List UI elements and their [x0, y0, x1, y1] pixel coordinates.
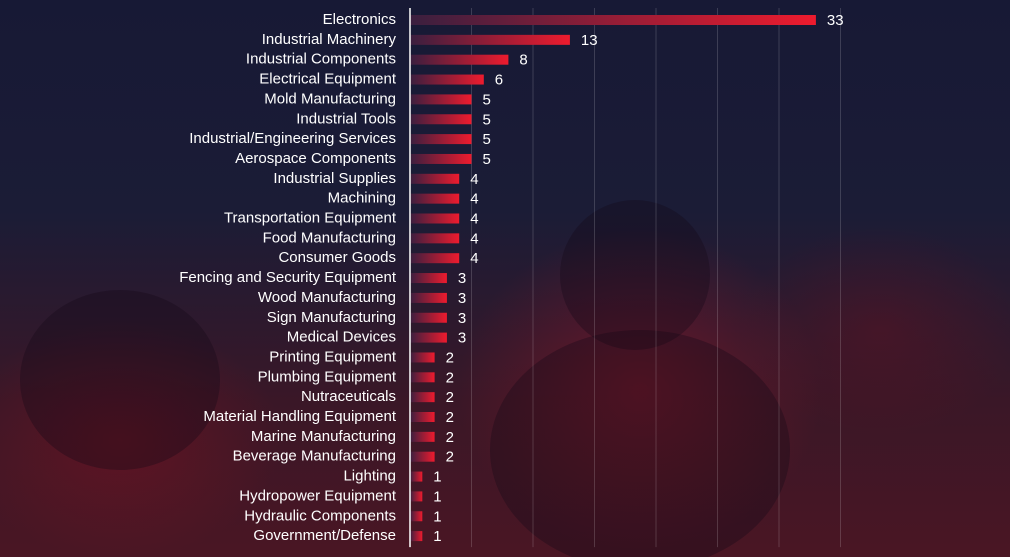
bar: [410, 134, 472, 145]
value-label: 2: [446, 369, 454, 386]
value-label: 8: [519, 52, 527, 69]
category-label: Medical Devices: [287, 329, 396, 346]
bar: [410, 392, 435, 403]
category-label: Beverage Manufacturing: [233, 448, 396, 465]
category-label: Electrical Equipment: [259, 71, 397, 88]
category-label: Industrial Components: [246, 51, 396, 68]
category-label: Government/Defense: [253, 527, 396, 544]
value-label: 4: [470, 211, 478, 228]
bar: [410, 34, 570, 45]
value-label: 5: [483, 111, 491, 128]
category-label: Machining: [328, 190, 396, 207]
category-label: Material Handling Equipment: [203, 408, 396, 425]
value-label: 5: [483, 151, 491, 168]
value-label: 13: [581, 32, 598, 49]
bar: [410, 431, 435, 442]
bar: [410, 412, 435, 422]
category-label: Industrial/Engineering Services: [189, 130, 396, 147]
category-label: Electronics: [323, 11, 396, 28]
value-label: 1: [433, 528, 441, 545]
bar: [410, 213, 460, 224]
bar: [410, 153, 472, 164]
bar: [410, 114, 472, 125]
value-label: 1: [433, 488, 441, 505]
value-label: 5: [483, 131, 491, 148]
category-label: Lighting: [343, 468, 396, 485]
bar: [410, 74, 484, 85]
grid-lines: [471, 8, 841, 548]
bar: [410, 193, 460, 204]
category-label: Aerospace Components: [235, 150, 396, 167]
bar: [410, 273, 447, 284]
bar: [410, 54, 509, 65]
category-label: Food Manufacturing: [263, 229, 396, 246]
bar: [410, 491, 423, 502]
category-label: Fencing and Security Equipment: [179, 269, 397, 286]
bar: [410, 451, 435, 462]
value-label: 1: [433, 508, 441, 525]
bar: [410, 253, 460, 264]
value-label: 3: [458, 330, 466, 347]
category-label: Industrial Machinery: [262, 31, 397, 48]
bar: [410, 94, 472, 105]
value-label: 2: [446, 449, 454, 466]
bars: [410, 15, 816, 542]
bar: [410, 531, 423, 542]
value-label: 2: [446, 409, 454, 426]
bar: [410, 372, 435, 383]
value-label: 3: [458, 290, 466, 307]
category-label: Wood Manufacturing: [258, 289, 396, 306]
category-label: Mold Manufacturing: [264, 90, 396, 107]
bar: [410, 233, 460, 244]
value-label: 4: [470, 191, 478, 208]
value-label: 3: [458, 270, 466, 287]
value-label: 2: [446, 429, 454, 446]
value-label: 5: [483, 91, 491, 108]
category-label: Consumer Goods: [278, 249, 396, 266]
value-label: 6: [495, 72, 503, 89]
bar: [410, 292, 447, 303]
category-label: Industrial Tools: [296, 110, 396, 127]
bar: [410, 352, 435, 363]
bar: [410, 471, 423, 482]
value-label: 33: [827, 12, 844, 29]
category-label: Nutraceuticals: [301, 388, 396, 405]
value-label: 1: [433, 469, 441, 486]
category-labels: Electronics Industrial Machinery Industria…: [179, 11, 397, 544]
bar: [410, 173, 460, 184]
category-label: Plumbing Equipment: [258, 368, 397, 385]
bar: [410, 15, 816, 25]
category-label: Marine Manufacturing: [251, 428, 396, 445]
value-label: 2: [446, 389, 454, 406]
category-label: Hydraulic Components: [244, 507, 396, 524]
bar: [410, 332, 447, 343]
value-label: 2: [446, 349, 454, 366]
category-label: Transportation Equipment: [224, 210, 397, 227]
category-label: Industrial Supplies: [273, 170, 396, 187]
bar: [410, 511, 423, 522]
value-label: 4: [470, 250, 478, 267]
value-label: 3: [458, 310, 466, 327]
bar: [410, 312, 447, 323]
value-label: 4: [470, 171, 478, 188]
category-label: Hydropower Equipment: [239, 487, 397, 504]
value-label: 4: [470, 230, 478, 247]
category-label: Printing Equipment: [269, 348, 397, 365]
category-label: Sign Manufacturing: [267, 309, 396, 326]
